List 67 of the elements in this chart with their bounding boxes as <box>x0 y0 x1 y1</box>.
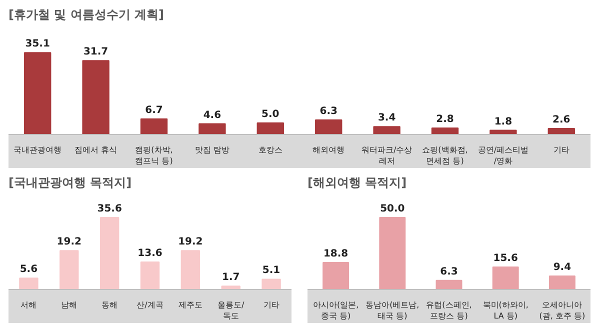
data-label: 31.7 <box>83 46 108 58</box>
x-tick-label: 산/계곡 <box>136 300 164 310</box>
x-tick-label: 제주도 <box>178 300 202 310</box>
bar <box>60 250 79 290</box>
data-label: 5.0 <box>262 108 280 120</box>
data-label: 1.7 <box>222 272 240 284</box>
x-tick-label: 해외여행 <box>312 146 345 154</box>
data-label: 19.2 <box>56 236 82 248</box>
bar <box>436 280 462 290</box>
data-label: 15.6 <box>493 253 518 264</box>
bar <box>180 250 200 290</box>
bar <box>19 278 38 290</box>
data-label: 5.1 <box>262 265 280 276</box>
bar <box>315 119 342 134</box>
data-label: 19.2 <box>178 236 203 248</box>
chart-title: [해외여행 목적지] <box>308 176 407 190</box>
data-label: 4.6 <box>203 110 222 121</box>
x-tick-label: 기타 <box>263 300 280 310</box>
bar <box>548 128 575 134</box>
x-tick-label: 기타 <box>553 146 570 154</box>
x-tick-label: 북미(하와이, LA 등) <box>482 300 528 320</box>
data-label: 2.6 <box>552 114 570 126</box>
x-tick-label: 캠핑(차박, 캠프닉 등) <box>135 146 173 166</box>
data-label: 35.6 <box>97 204 122 215</box>
x-tick-label: 워터파크/수상 레저 <box>361 146 412 166</box>
bar <box>262 278 281 290</box>
data-label: 6.7 <box>145 104 163 116</box>
data-label: 6.3 <box>320 106 338 117</box>
data-label: 6.3 <box>440 266 458 278</box>
data-label: 5.6 <box>20 264 38 276</box>
bar <box>379 217 406 290</box>
bar <box>492 266 519 290</box>
data-label: 9.4 <box>553 262 572 273</box>
x-tick-label: 오세아니아 (괌, 호주 등) <box>539 300 586 320</box>
bar <box>140 118 168 134</box>
bar <box>548 275 576 290</box>
bar <box>431 127 459 134</box>
x-tick-label: 남해 <box>61 300 78 310</box>
x-tick-label: 국내관광여행 <box>14 146 62 154</box>
bar <box>82 60 110 134</box>
x-tick-label: 울릉도/ 독도 <box>218 300 245 320</box>
data-label: 50.0 <box>380 204 405 215</box>
data-label: 2.8 <box>436 114 454 125</box>
x-tick-label: 호캉스 <box>258 146 282 154</box>
x-tick-label: 집에서 휴식 <box>74 146 118 154</box>
data-label: 13.6 <box>138 248 162 260</box>
x-tick-label: 동남아(베트남, 태국 등) <box>366 300 420 320</box>
data-label: 3.4 <box>378 112 396 124</box>
x-tick-label: 공연/페스티벌 /영화 <box>478 146 529 166</box>
x-tick-label: 동해 <box>102 300 118 310</box>
x-tick-label: 쇼핑(백화점, 면세점 등) <box>422 146 468 166</box>
data-label: 35.1 <box>25 38 50 50</box>
bar <box>100 217 120 290</box>
x-tick-label: 맛집 탐방 <box>194 146 230 154</box>
chart-title: [국내관광여행 목적지] <box>8 176 132 190</box>
bar <box>322 262 350 290</box>
x-tick-label: 유럽(스페인, 프랑스 등) <box>426 300 472 320</box>
chart-title: [휴가철 및 여름성수기 계획] <box>8 8 164 22</box>
bar <box>140 262 160 290</box>
bar <box>373 126 400 134</box>
x-tick-label: 서해 <box>20 300 37 310</box>
bar <box>198 123 226 134</box>
bar <box>256 122 284 134</box>
data-label: 1.8 <box>494 116 512 128</box>
data-label: 18.8 <box>323 248 348 260</box>
x-tick-label: 아시아(일본, 중국 등) <box>312 300 359 320</box>
bar <box>24 52 52 134</box>
